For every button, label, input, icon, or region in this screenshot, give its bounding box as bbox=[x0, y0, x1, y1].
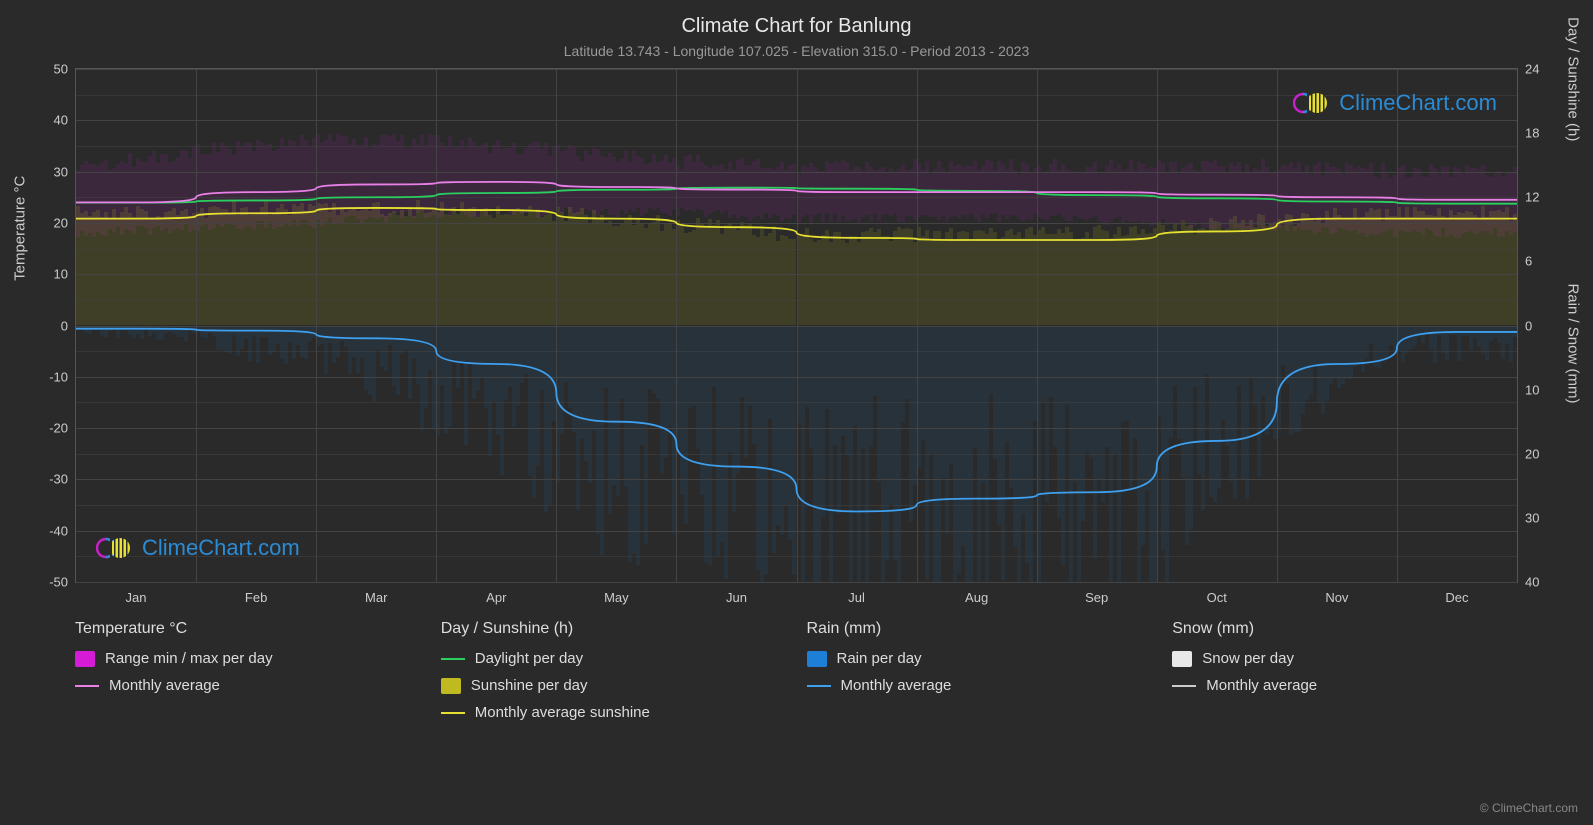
y-tick-right-top: 18 bbox=[1525, 126, 1539, 141]
y-axis-right-bottom-title: Rain / Snow (mm) bbox=[1565, 283, 1582, 403]
legend-group: Rain (mm) Rain per day Monthly average bbox=[807, 620, 1153, 731]
x-tick: Apr bbox=[486, 590, 506, 605]
brand-icon bbox=[96, 534, 136, 562]
climate-chart: Climate Chart for Banlung Latitude 13.74… bbox=[0, 0, 1593, 825]
legend-group-title: Day / Sunshine (h) bbox=[441, 620, 787, 638]
legend-item: Monthly average sunshine bbox=[441, 704, 787, 721]
legend-swatch bbox=[807, 651, 827, 667]
legend-item: Rain per day bbox=[807, 650, 1153, 667]
y-tick-left: -40 bbox=[49, 523, 68, 538]
x-tick: Dec bbox=[1445, 590, 1468, 605]
brand-logo-bottom: ClimeChart.com bbox=[96, 534, 300, 562]
legend-swatch bbox=[441, 678, 461, 694]
y-tick-right-top: 0 bbox=[1525, 318, 1532, 333]
legend-swatch bbox=[1172, 651, 1192, 667]
y-tick-right-bottom: 10 bbox=[1525, 382, 1539, 397]
legend-group: Temperature °C Range min / max per day Mon… bbox=[75, 620, 421, 731]
legend-swatch bbox=[1172, 685, 1196, 687]
y-axis-left-title: Temperature °C bbox=[12, 176, 29, 281]
legend-swatch bbox=[441, 712, 465, 714]
legend-group-title: Rain (mm) bbox=[807, 620, 1153, 638]
x-tick: Feb bbox=[245, 590, 267, 605]
legend-swatch bbox=[807, 685, 831, 687]
legend-label: Monthly average bbox=[841, 677, 952, 694]
legend: Temperature °C Range min / max per day Mon… bbox=[75, 620, 1518, 731]
y-tick-right-top: 6 bbox=[1525, 254, 1532, 269]
x-tick: Oct bbox=[1207, 590, 1227, 605]
legend-label: Monthly average bbox=[1206, 677, 1317, 694]
legend-label: Snow per day bbox=[1202, 650, 1294, 667]
y-tick-left: -20 bbox=[49, 421, 68, 436]
chart-subtitle: Latitude 13.743 - Longitude 107.025 - El… bbox=[0, 38, 1593, 59]
y-tick-left: 50 bbox=[54, 62, 68, 77]
legend-label: Range min / max per day bbox=[105, 650, 273, 667]
y-tick-left: -10 bbox=[49, 369, 68, 384]
brand-text: ClimeChart.com bbox=[1339, 90, 1497, 116]
y-tick-left: 40 bbox=[54, 113, 68, 128]
legend-item: Monthly average bbox=[1172, 677, 1518, 694]
legend-item: Range min / max per day bbox=[75, 650, 421, 667]
y-tick-left: -50 bbox=[49, 575, 68, 590]
legend-group: Day / Sunshine (h) Daylight per day Sunshi… bbox=[441, 620, 787, 731]
y-tick-right-top: 24 bbox=[1525, 62, 1539, 77]
legend-label: Rain per day bbox=[837, 650, 922, 667]
y-tick-left: 0 bbox=[61, 318, 68, 333]
legend-swatch bbox=[441, 658, 465, 660]
y-tick-right-bottom: 30 bbox=[1525, 510, 1539, 525]
brand-icon bbox=[1293, 89, 1333, 117]
legend-group-title: Snow (mm) bbox=[1172, 620, 1518, 638]
legend-group: Snow (mm) Snow per day Monthly average bbox=[1172, 620, 1518, 731]
plot-area: ClimeChart.com ClimeChart.com -50-40-30-… bbox=[75, 68, 1518, 583]
x-tick: Mar bbox=[365, 590, 387, 605]
brand-text: ClimeChart.com bbox=[142, 535, 300, 561]
x-tick: Jul bbox=[848, 590, 865, 605]
x-tick: Jun bbox=[726, 590, 747, 605]
x-tick: Sep bbox=[1085, 590, 1108, 605]
legend-label: Sunshine per day bbox=[471, 677, 588, 694]
legend-swatch bbox=[75, 685, 99, 687]
legend-label: Monthly average bbox=[109, 677, 220, 694]
legend-item: Snow per day bbox=[1172, 650, 1518, 667]
y-tick-right-top: 12 bbox=[1525, 190, 1539, 205]
line-overlay bbox=[76, 69, 1517, 582]
x-tick: Nov bbox=[1325, 590, 1348, 605]
legend-label: Daylight per day bbox=[475, 650, 583, 667]
brand-logo-top: ClimeChart.com bbox=[1293, 89, 1497, 117]
legend-item: Monthly average bbox=[807, 677, 1153, 694]
x-tick: Aug bbox=[965, 590, 988, 605]
legend-group-title: Temperature °C bbox=[75, 620, 421, 638]
y-axis-right-top-title: Day / Sunshine (h) bbox=[1565, 17, 1582, 141]
x-tick: May bbox=[604, 590, 629, 605]
y-tick-left: 30 bbox=[54, 164, 68, 179]
y-tick-right-bottom: 40 bbox=[1525, 575, 1539, 590]
chart-title: Climate Chart for Banlung bbox=[0, 0, 1593, 38]
y-tick-left: -30 bbox=[49, 472, 68, 487]
legend-label: Monthly average sunshine bbox=[475, 704, 650, 721]
x-tick: Jan bbox=[126, 590, 147, 605]
y-tick-left: 20 bbox=[54, 215, 68, 230]
legend-item: Monthly average bbox=[75, 677, 421, 694]
legend-item: Sunshine per day bbox=[441, 677, 787, 694]
copyright: © ClimeChart.com bbox=[1480, 801, 1578, 815]
legend-swatch bbox=[75, 651, 95, 667]
y-tick-right-bottom: 20 bbox=[1525, 446, 1539, 461]
y-tick-left: 10 bbox=[54, 267, 68, 282]
legend-item: Daylight per day bbox=[441, 650, 787, 667]
